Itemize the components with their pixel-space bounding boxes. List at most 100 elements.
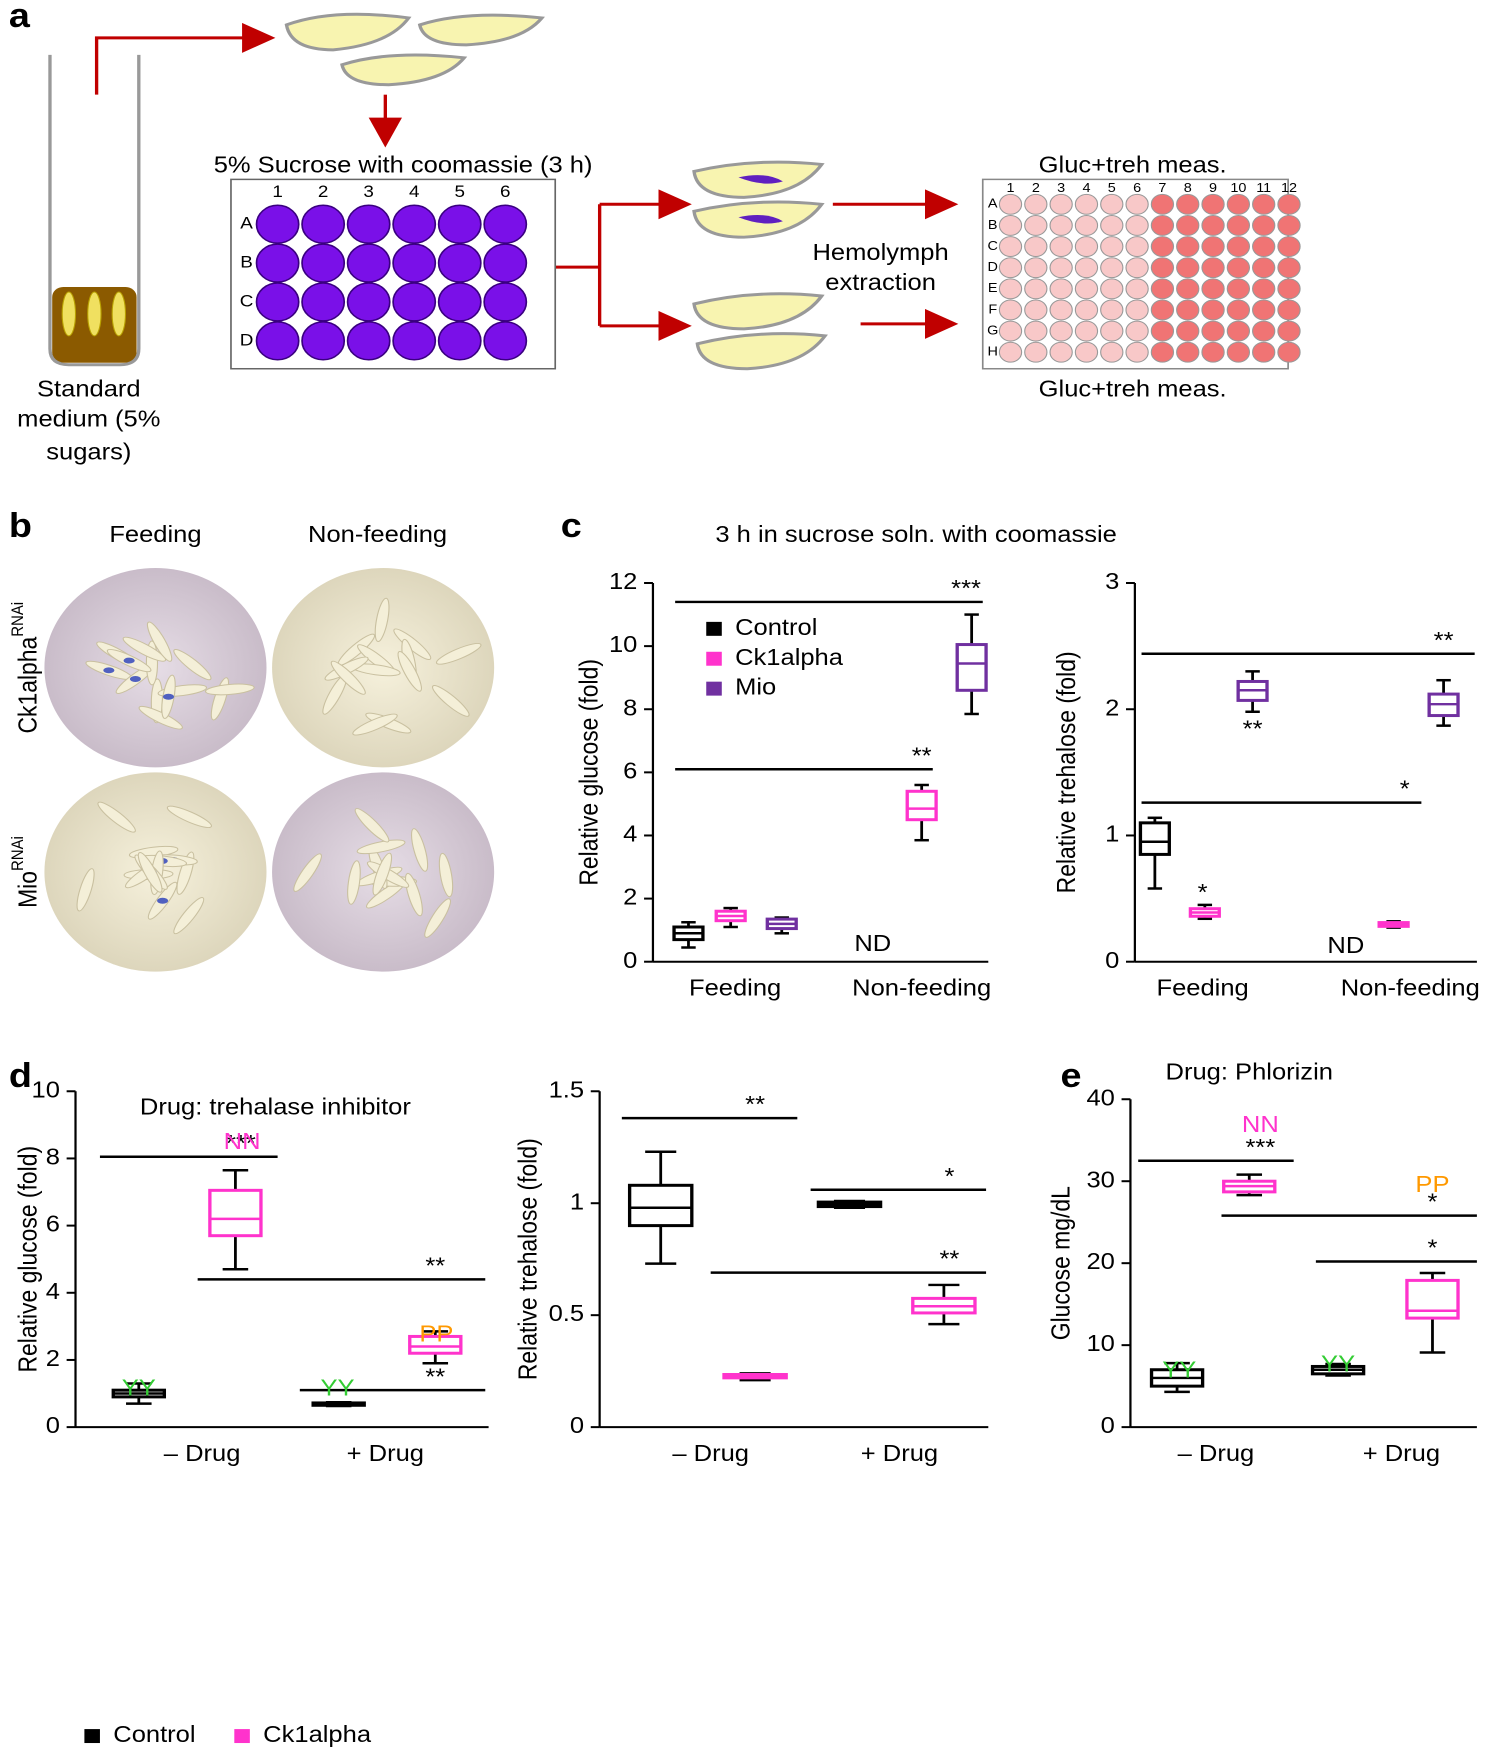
annotation: ** [1243, 717, 1263, 743]
well [1100, 341, 1124, 363]
larva [397, 650, 423, 692]
gut-dye [162, 693, 175, 700]
row-name: Mio [15, 871, 43, 908]
well [1252, 299, 1276, 321]
gut-dye [157, 897, 169, 904]
well [255, 204, 300, 244]
well [1201, 193, 1225, 215]
row-label: D [988, 260, 999, 274]
well [1176, 299, 1200, 321]
arrow [555, 204, 602, 326]
larva [374, 597, 390, 642]
well [301, 282, 346, 322]
row-label: H [988, 344, 998, 358]
x-tick-label: + Drug [347, 1441, 424, 1467]
column-label: 12 [1281, 180, 1297, 194]
y-tick-label: 10 [609, 632, 637, 658]
row-sup: RNAi [10, 836, 28, 871]
well [483, 282, 528, 322]
panel-label: b [9, 507, 32, 545]
row-label: G [987, 323, 998, 337]
row-label: C [988, 239, 999, 253]
significance-label: ** [425, 1254, 445, 1280]
y-tick-label: 40 [1086, 1085, 1114, 1111]
well [1150, 257, 1175, 279]
panel-label: a [9, 0, 31, 34]
well [1201, 214, 1225, 236]
well [1125, 257, 1149, 279]
well [1074, 193, 1099, 215]
significance-label: ** [1434, 628, 1454, 654]
row-label: D [240, 330, 254, 349]
column-label: 3 [1057, 180, 1065, 194]
y-tick-label: 0 [623, 948, 637, 974]
well [1100, 278, 1124, 300]
x-tick-label: + Drug [1363, 1441, 1440, 1467]
well [998, 320, 1023, 342]
legend-swatch [706, 681, 722, 696]
larva [352, 713, 398, 736]
larva [146, 621, 173, 662]
well [1150, 320, 1175, 342]
well [1024, 341, 1048, 363]
annotation: YY [1321, 1352, 1355, 1378]
well [1176, 341, 1200, 363]
well [346, 282, 391, 322]
well [1100, 320, 1124, 342]
y-tick-label: 0 [46, 1413, 60, 1439]
column-label: 7 [1158, 180, 1166, 194]
y-tick-label: 1.5 [549, 1077, 584, 1103]
row-label: A [988, 196, 999, 210]
y-tick-label: 6 [46, 1212, 60, 1238]
well [1125, 299, 1149, 321]
well [1252, 214, 1276, 236]
annotation: PP [419, 1322, 453, 1348]
row-name: Ck1alpha [15, 636, 43, 733]
well [1049, 341, 1073, 363]
legend-label: Mio [735, 675, 776, 701]
well [1150, 214, 1175, 236]
box [905, 789, 938, 822]
annotation: NN [224, 1129, 261, 1155]
annotation: ND [854, 931, 891, 957]
well [998, 299, 1023, 321]
well [1100, 193, 1124, 215]
significance-label: *** [1245, 1135, 1275, 1161]
larva [293, 853, 322, 892]
well [1226, 257, 1251, 279]
annotation: YY [122, 1375, 156, 1401]
y-axis-label: Relative glucose (fold) [15, 1146, 43, 1373]
larva [97, 801, 136, 833]
well [483, 321, 528, 361]
panel-label: d [9, 1057, 32, 1095]
well [483, 204, 528, 244]
extraction-label: Hemolymph [813, 240, 949, 266]
box [955, 643, 988, 692]
well [1074, 320, 1099, 342]
well [998, 278, 1023, 300]
well [1226, 278, 1251, 300]
annotation: YY [321, 1375, 355, 1401]
well [1150, 299, 1175, 321]
photo-column-label: Non-feeding [308, 522, 447, 548]
well [1150, 278, 1175, 300]
y-tick-label: 0.5 [549, 1301, 584, 1327]
well [437, 243, 482, 283]
x-tick-label: – Drug [672, 1441, 749, 1467]
y-axis-label: Relative glucose (fold) [575, 659, 603, 886]
well [346, 321, 391, 361]
well [437, 282, 482, 322]
y-tick-label: 2 [623, 885, 637, 911]
legend-swatch [706, 621, 722, 636]
well [1252, 320, 1276, 342]
tube [48, 54, 141, 367]
measure-label: Gluc+treh meas. [1039, 377, 1227, 403]
well [1252, 236, 1276, 258]
row-sup: RNAi [10, 602, 28, 637]
column-label: 4 [1082, 180, 1090, 194]
gut-dye [103, 667, 115, 674]
well [1125, 278, 1149, 300]
well [1125, 341, 1149, 363]
well [1100, 257, 1124, 279]
